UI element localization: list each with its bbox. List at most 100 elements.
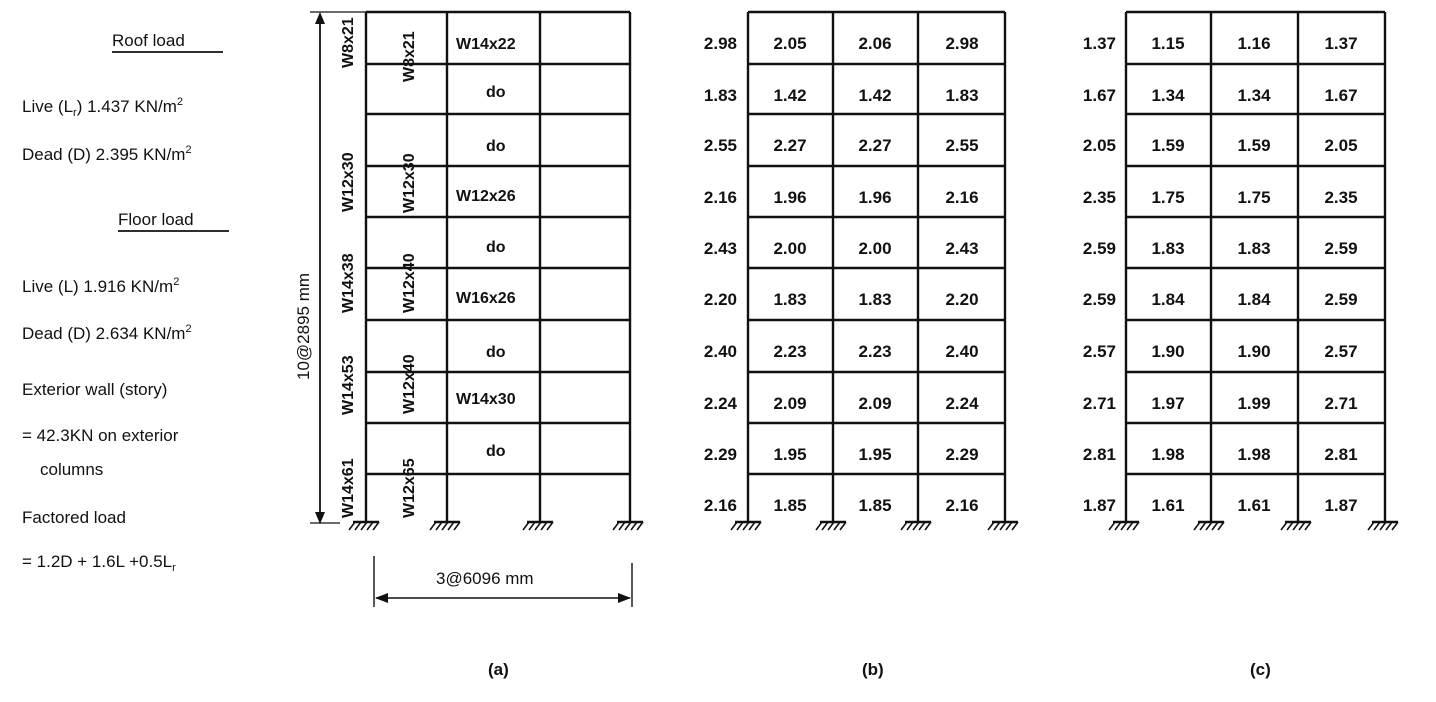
interior-column-value: 2.05: [773, 34, 806, 53]
exterior-column-value: 2.20: [945, 290, 978, 309]
floor-live-load: Live (L) 1.916 KN/m2: [22, 276, 179, 296]
frame-c-values: 1.37 1.15 1.16 1.37 1.67 1.34 1.34 1.67 2.05 1.59…: [1083, 10, 1399, 531]
exterior-column-value: 2.43: [704, 239, 737, 258]
fixed-support-icon: [815, 520, 847, 531]
exterior-column-value: 2.57: [1324, 342, 1357, 361]
height-arrow-bottom: [315, 512, 325, 524]
exterior-column-value: 2.59: [1324, 239, 1357, 258]
interior-column-value: 1.99: [1237, 394, 1270, 413]
interior-column-value: 1.75: [1237, 188, 1270, 207]
interior-column-value: 1.97: [1151, 394, 1184, 413]
exterior-wall-load-line2: = 42.3KN on exterior: [22, 426, 179, 445]
beam-sizes: W14x22 do do W12x26 do W16x26 do W14x30 …: [456, 36, 516, 460]
interior-column-value: 1.95: [858, 445, 891, 464]
fixed-support-icon: [429, 520, 461, 531]
interior-column-sizes: W8x21 W12x30 W12x40 W12x40 W12x65: [401, 31, 418, 518]
beam-size: W14x30: [456, 391, 516, 408]
exterior-column-value: 1.37: [1324, 34, 1357, 53]
fixed-support-icon: [1367, 520, 1399, 531]
exterior-column-value: 2.05: [1324, 136, 1357, 155]
interior-column-value: 1.95: [773, 445, 806, 464]
exterior-column-value: 1.37: [1083, 34, 1116, 53]
beam-size: do: [486, 84, 506, 101]
exterior-column-value: 2.35: [1083, 188, 1116, 207]
exterior-column-value: 1.87: [1083, 496, 1116, 515]
fixed-support-icon: [1280, 520, 1312, 531]
interior-column-size: W12x30: [401, 153, 418, 213]
frame-a-section-sizes: 10@2895 mm 3@6096 mm W8x21 W12x30 W14x38…: [294, 10, 644, 607]
exterior-column-value: 2.71: [1324, 394, 1357, 413]
fixed-support-icon: [522, 520, 554, 531]
interior-column-value: 2.00: [773, 239, 806, 258]
frame-c-supports: [1108, 520, 1399, 531]
exterior-column-size: W14x38: [340, 253, 357, 313]
exterior-column-value: 2.40: [945, 342, 978, 361]
interior-column-value: 1.83: [1237, 239, 1270, 258]
exterior-column-value: 2.59: [1083, 290, 1116, 309]
exterior-column-value: 2.16: [945, 188, 978, 207]
interior-column-value: 2.00: [858, 239, 891, 258]
exterior-column-value: 2.71: [1083, 394, 1116, 413]
interior-column-value: 1.83: [773, 290, 806, 309]
frame-b-value-labels: 2.98 2.05 2.06 2.98 1.83 1.42 1.42 1.83 2.55 2.27…: [704, 34, 979, 515]
exterior-column-value: 2.55: [945, 136, 978, 155]
frame-b-members: [746, 10, 1007, 522]
exterior-column-value: 1.83: [945, 86, 978, 105]
beam-size: do: [486, 239, 506, 256]
interior-column-value: 1.84: [1151, 290, 1185, 309]
roof-dead-load: Dead (D) 2.395 KN/m2: [22, 144, 192, 164]
floor-dead-load: Dead (D) 2.634 KN/m2: [22, 323, 192, 343]
frame-b-supports: [730, 520, 1019, 531]
width-arrow-right: [618, 593, 631, 603]
beam-size: W16x26: [456, 290, 516, 307]
width-dimension: 3@6096 mm: [373, 556, 633, 607]
interior-column-value: 1.96: [773, 188, 806, 207]
exterior-column-value: 2.98: [945, 34, 978, 53]
frame-c-value-labels: 1.37 1.15 1.16 1.37 1.67 1.34 1.34 1.67 2.05 1.59…: [1083, 34, 1358, 515]
interior-column-value: 1.59: [1237, 136, 1270, 155]
caption-a: (a): [488, 660, 509, 679]
fixed-support-icon: [348, 520, 380, 531]
exterior-wall-load-line3: columns: [40, 460, 103, 479]
exterior-column-size: W14x53: [340, 355, 357, 415]
fixed-support-icon: [730, 520, 762, 531]
interior-column-value: 1.98: [1237, 445, 1270, 464]
exterior-column-value: 2.40: [704, 342, 737, 361]
interior-column-value: 2.23: [858, 342, 891, 361]
roof-load-heading: Roof load: [112, 31, 185, 50]
interior-column-value: 2.06: [858, 34, 891, 53]
beam-size: W14x22: [456, 36, 516, 53]
exterior-column-value: 1.67: [1324, 86, 1357, 105]
interior-column-value: 1.34: [1151, 86, 1185, 105]
caption-b: (b): [862, 660, 884, 679]
interior-column-size: W12x40: [401, 253, 418, 313]
height-dimension-label: 10@2895 mm: [294, 273, 313, 380]
exterior-column-value: 2.16: [945, 496, 978, 515]
exterior-column-value: 2.24: [704, 394, 738, 413]
interior-column-size: W12x40: [401, 354, 418, 414]
beam-size: do: [486, 443, 506, 460]
interior-column-value: 1.85: [858, 496, 891, 515]
fixed-support-icon: [1193, 520, 1225, 531]
interior-column-value: 1.42: [858, 86, 891, 105]
caption-c: (c): [1250, 660, 1271, 679]
interior-column-value: 1.59: [1151, 136, 1184, 155]
exterior-wall-load-line1: Exterior wall (story): [22, 380, 167, 399]
exterior-column-size: W14x61: [340, 458, 357, 518]
exterior-column-value: 2.59: [1324, 290, 1357, 309]
frame-c-members: [1124, 10, 1387, 522]
interior-column-value: 1.75: [1151, 188, 1184, 207]
exterior-column-value: 2.57: [1083, 342, 1116, 361]
interior-column-value: 1.15: [1151, 34, 1184, 53]
exterior-column-value: 2.59: [1083, 239, 1116, 258]
exterior-column-value: 2.35: [1324, 188, 1357, 207]
exterior-column-value: 2.81: [1324, 445, 1357, 464]
floor-load-heading: Floor load: [118, 210, 194, 229]
exterior-column-value: 2.43: [945, 239, 978, 258]
interior-column-value: 1.90: [1151, 342, 1184, 361]
exterior-column-size: W8x21: [340, 17, 357, 68]
height-dimension: 10@2895 mm: [294, 11, 366, 524]
frame-b-values: 2.98 2.05 2.06 2.98 1.83 1.42 1.42 1.83 2.55 2.27…: [704, 10, 1019, 531]
